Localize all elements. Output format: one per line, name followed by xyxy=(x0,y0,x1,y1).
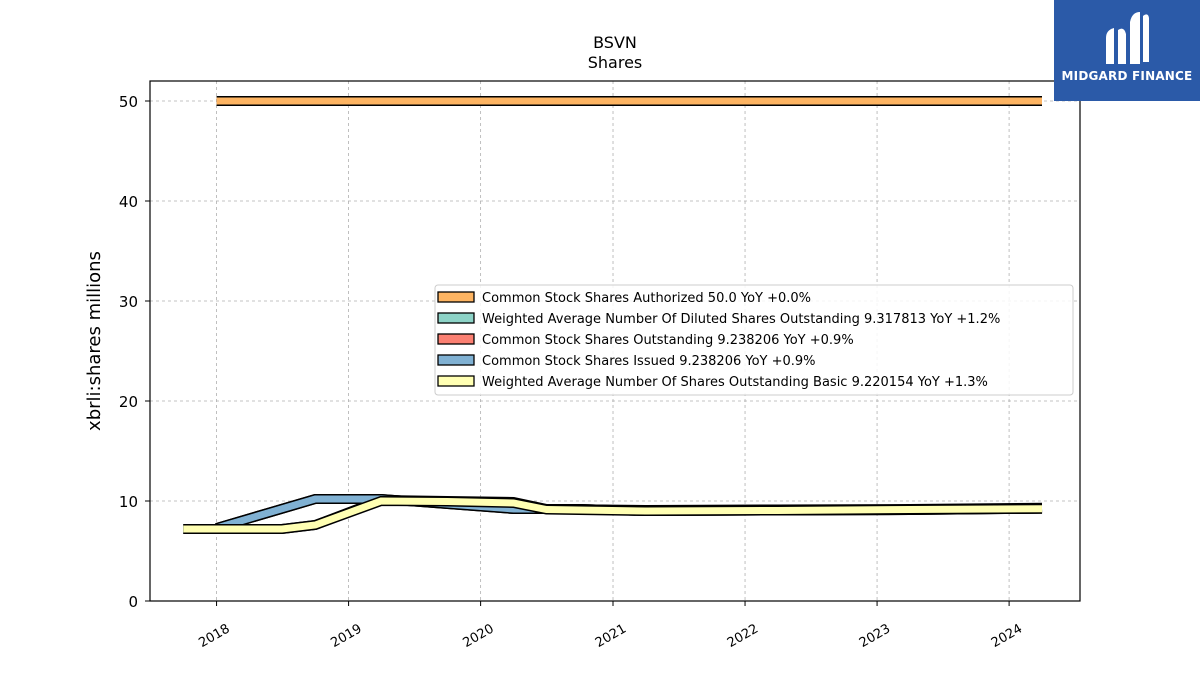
y-tick-label: 20 xyxy=(119,393,138,411)
x-tick-label: 2024 xyxy=(989,621,1025,651)
legend: Common Stock Shares Authorized 50.0 YoY … xyxy=(434,284,1074,396)
legend-swatch xyxy=(437,375,475,387)
series-line xyxy=(183,497,1043,533)
legend-label: Weighted Average Number Of Shares Outsta… xyxy=(482,375,988,390)
legend-label: Common Stock Shares Issued 9.238206 YoY … xyxy=(482,354,816,369)
chart-title: BSVN xyxy=(593,33,637,52)
y-tick-label: 30 xyxy=(119,293,138,311)
y-tick-label: 0 xyxy=(128,593,138,611)
series-layer xyxy=(183,96,1043,534)
legend-box xyxy=(434,284,1074,396)
chart-subtitle: Shares xyxy=(588,53,643,72)
legend-swatch xyxy=(437,333,475,345)
x-tick-label: 2021 xyxy=(593,621,629,651)
plot-frame xyxy=(149,80,1081,602)
x-tick-label: 2018 xyxy=(196,621,232,651)
logo-text: MIDGARD FINANCE xyxy=(1061,69,1193,83)
y-tick-label: 10 xyxy=(119,493,138,511)
series-4 xyxy=(183,495,1043,534)
y-tick-label: 50 xyxy=(119,93,138,111)
y-axis-label: xbrli:shares millions xyxy=(84,251,105,431)
x-tick-label: 2020 xyxy=(460,621,496,651)
logo-mark-icon xyxy=(1106,12,1149,65)
legend-label: Weighted Average Number Of Diluted Share… xyxy=(482,312,1000,327)
x-tick-label: 2019 xyxy=(328,621,364,651)
legend-swatch xyxy=(437,354,475,366)
legend-label: Common Stock Shares Outstanding 9.238206… xyxy=(482,333,854,348)
legend-label: Common Stock Shares Authorized 50.0 YoY … xyxy=(482,291,811,306)
legend-swatch xyxy=(437,291,475,303)
legend-swatch xyxy=(437,312,475,324)
x-tick-label: 2022 xyxy=(725,621,761,651)
y-tick-label: 40 xyxy=(119,193,138,211)
midgard-finance-logo: MIDGARD FINANCE xyxy=(1054,0,1200,101)
x-tick-label: 2023 xyxy=(857,621,893,651)
